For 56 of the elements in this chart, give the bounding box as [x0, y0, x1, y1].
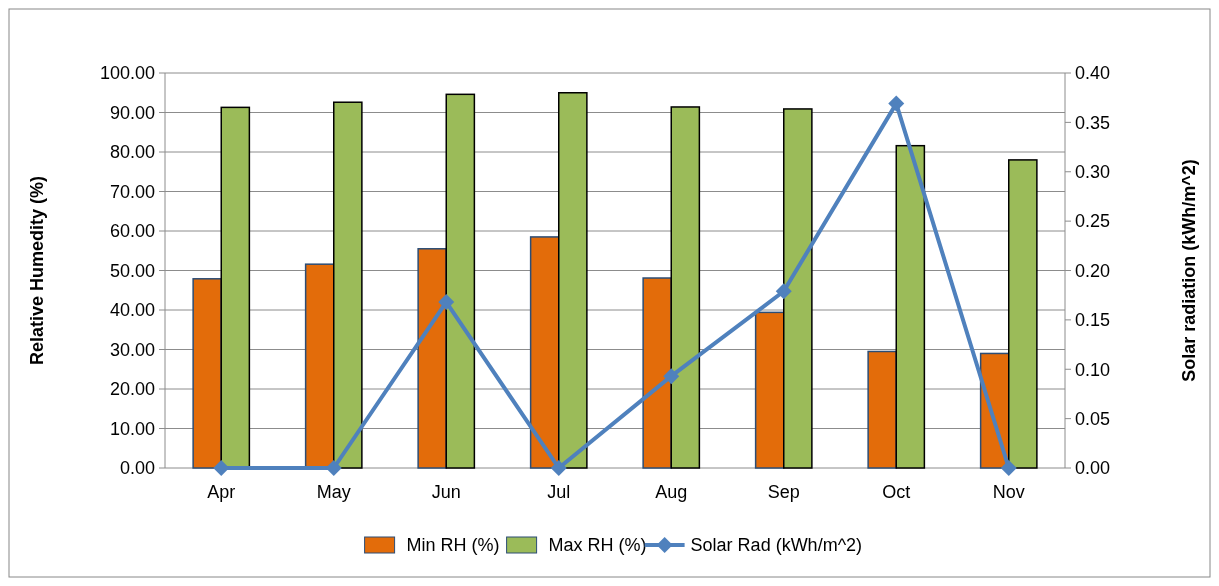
bar: [642, 277, 672, 469]
bar: [220, 106, 251, 469]
y-tick-label: 80.00: [109, 142, 155, 163]
y2-tick-label: 0.05: [1075, 408, 1111, 429]
bar: [754, 311, 785, 469]
y-tick-label: 70.00: [109, 181, 155, 202]
bar: [670, 106, 701, 469]
y2-tick-label: 0.15: [1075, 310, 1111, 331]
bar: [783, 108, 813, 469]
x-tick-label: May: [316, 482, 351, 502]
y2-tick-label: 0.10: [1075, 359, 1111, 380]
bar: [558, 92, 588, 469]
bar: [529, 236, 560, 469]
y2-axis-title: Solar radiation (kWh/m^2): [1179, 159, 1199, 382]
x-tick-label: Aug: [655, 482, 688, 502]
y2-tick-label: 0.40: [1075, 63, 1111, 84]
legend-label: Max RH (%): [548, 535, 647, 556]
y2-tick-label: 0.00: [1075, 458, 1111, 479]
point: [1000, 460, 1017, 476]
point: [550, 460, 567, 476]
y-tick-label: 50.00: [109, 260, 155, 281]
y2-tick-label: 0.25: [1075, 211, 1111, 232]
bar: [417, 248, 447, 469]
point: [213, 460, 230, 476]
x-tick-label: Jun: [431, 482, 461, 502]
bar: [304, 263, 335, 469]
y-axis-title: Relative Humedity (%): [27, 175, 47, 366]
y-tick-label: 30.00: [109, 339, 155, 360]
y-tick-label: 100.00: [99, 63, 155, 84]
y-tick-label: 40.00: [109, 300, 155, 321]
point: [775, 283, 792, 300]
x-tick-label: Sep: [767, 482, 800, 502]
bar: [445, 93, 476, 469]
bar: [333, 101, 363, 469]
legend-label: Min RH (%): [406, 535, 500, 556]
bar: [895, 144, 926, 469]
point: [325, 460, 342, 476]
point: [888, 95, 905, 112]
y-tick-label: 90.00: [109, 102, 155, 123]
y2-tick-label: 0.20: [1075, 260, 1111, 281]
point: [438, 294, 455, 311]
y-tick-label: 10.00: [109, 418, 155, 439]
y2-tick-label: 0.35: [1075, 112, 1111, 133]
x-tick-label: Oct: [882, 482, 911, 502]
legend-label: Solar Rad (kWh/m^2): [690, 535, 863, 556]
y-tick-label: 0.00: [119, 458, 155, 479]
x-tick-label: Apr: [207, 482, 236, 502]
x-tick-label: Nov: [992, 482, 1025, 502]
x-tick-label: Jul: [547, 482, 571, 502]
bar: [1008, 159, 1038, 469]
bar: [867, 350, 897, 469]
point: [663, 368, 680, 385]
y-tick-label: 60.00: [109, 221, 155, 242]
y2-tick-label: 0.30: [1075, 162, 1111, 183]
bar: [192, 278, 222, 469]
y-tick-label: 20.00: [109, 379, 155, 400]
